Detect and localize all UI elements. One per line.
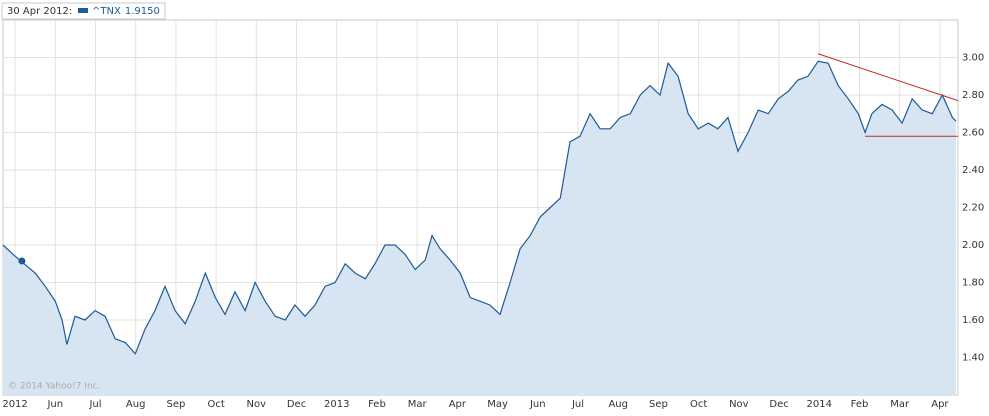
line bbox=[2, 60, 957, 355]
y-tick-label: 2.60 bbox=[962, 128, 984, 139]
x-tick-label: Sep bbox=[649, 399, 668, 410]
watermark: © 2014 Yahoo!7 Inc. bbox=[8, 382, 100, 392]
x-tick-label: Nov bbox=[247, 399, 267, 410]
y-tick-label: 2.20 bbox=[962, 203, 984, 214]
x-tick-label: Nov bbox=[729, 399, 749, 410]
x-tick-label: 2012 bbox=[2, 399, 27, 410]
x-tick-label: Aug bbox=[608, 399, 628, 410]
x-tick-label: Jun bbox=[529, 399, 546, 410]
hover-date: 30 Apr 2012: bbox=[7, 6, 72, 17]
x-tick-label: 2014 bbox=[807, 399, 832, 410]
x-tick-label: Mar bbox=[890, 399, 910, 410]
x-tick-label: Oct bbox=[690, 399, 707, 410]
x-tick-label: Feb bbox=[851, 399, 869, 410]
legend-label: ^TNX bbox=[92, 6, 121, 17]
legend-value: 1.9150 bbox=[125, 6, 160, 17]
y-tick-label: 1.80 bbox=[962, 278, 984, 289]
y-tick-label: 2.40 bbox=[962, 165, 984, 176]
trendline bbox=[817, 53, 959, 102]
x-tick-label: Jul bbox=[88, 399, 101, 410]
x-tick-label: Aug bbox=[126, 399, 146, 410]
y-tick-label: 2.00 bbox=[962, 240, 984, 251]
x-tick-label: Apr bbox=[931, 399, 949, 410]
x-tick-label: Dec bbox=[769, 399, 788, 410]
x-tick-label: Jun bbox=[46, 399, 63, 410]
y-tick-label: 3.00 bbox=[962, 53, 984, 64]
hover-point bbox=[18, 257, 26, 265]
x-tick-label: Oct bbox=[207, 399, 224, 410]
x-tick-label: May bbox=[487, 399, 508, 410]
y-tick-label: 2.80 bbox=[962, 90, 984, 101]
x-tick-label: Feb bbox=[368, 399, 386, 410]
legend-swatch bbox=[78, 8, 88, 13]
x-tick-label: Jul bbox=[571, 399, 584, 410]
x-tick-label: Sep bbox=[166, 399, 185, 410]
x-tick-label: Mar bbox=[408, 399, 428, 410]
y-tick-label: 1.60 bbox=[962, 315, 984, 326]
x-tick-label: Apr bbox=[449, 399, 467, 410]
x-tick-label: 2013 bbox=[324, 399, 349, 410]
area bbox=[3, 61, 956, 396]
legend: 30 Apr 2012: ^TNX 1.9150 bbox=[1, 2, 166, 20]
x-tick-label: Dec bbox=[287, 399, 306, 410]
y-tick-label: 1.40 bbox=[962, 353, 984, 364]
